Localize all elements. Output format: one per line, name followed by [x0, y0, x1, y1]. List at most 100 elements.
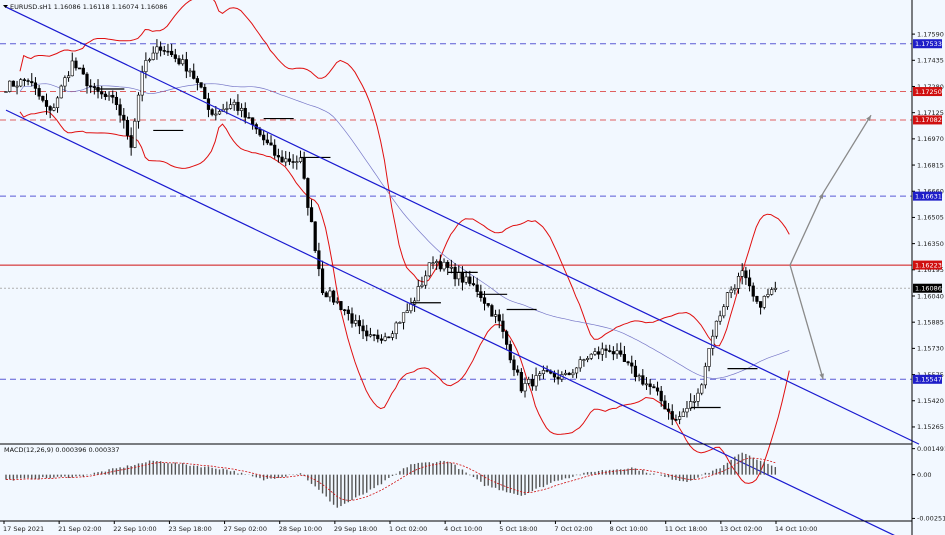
candle-body	[659, 390, 663, 402]
time-tick-label: 21 Sep 02:00	[58, 525, 101, 533]
price-title: EURUSD.sH1 1.16086 1.16118 1.16074 1.160…	[10, 3, 168, 11]
candle-body	[534, 375, 538, 387]
price-tick-label: 1.16970	[917, 135, 944, 143]
candle-body	[195, 78, 200, 83]
candle-body	[545, 370, 549, 372]
price-tick-label: 1.16660	[917, 188, 944, 196]
candle-body	[217, 111, 222, 115]
candle-body	[464, 276, 468, 283]
level-tag	[913, 260, 942, 270]
candle-body	[674, 419, 678, 421]
level-tag-label: 1.17082	[915, 116, 942, 124]
price-tick-label: 1.15885	[917, 318, 944, 326]
candle-body	[332, 290, 336, 303]
candle-body	[420, 284, 424, 287]
candle-body	[383, 336, 387, 341]
candle-body	[184, 59, 188, 72]
candle-body	[335, 301, 339, 303]
candle-body	[151, 52, 155, 60]
candle-body	[703, 366, 707, 386]
candle-body	[722, 306, 726, 317]
candle-body	[711, 335, 715, 349]
candle-body	[700, 384, 704, 394]
candle-body	[133, 120, 137, 148]
level-tag-label: 1.17533	[915, 40, 942, 48]
candle-body	[431, 262, 435, 264]
candle-body	[626, 361, 630, 364]
candle-body	[435, 261, 439, 263]
candle-body	[11, 80, 15, 87]
candle-body	[666, 408, 671, 412]
candle-body	[140, 71, 144, 96]
candle-body	[736, 276, 741, 289]
candle-body	[497, 314, 501, 322]
level-tag-label: 1.17250	[915, 88, 942, 96]
candle-body	[453, 266, 457, 280]
candle-body	[707, 348, 711, 367]
candle-body	[78, 67, 82, 70]
candle-body	[574, 367, 579, 374]
candle-body	[33, 82, 38, 89]
candle-body	[416, 286, 420, 302]
candle-body	[225, 108, 229, 110]
candle-body	[678, 416, 682, 420]
candle-body	[729, 289, 733, 293]
candle-body	[155, 46, 159, 54]
time-tick-label: 4 Oct 10:00	[444, 525, 482, 533]
candle-body	[365, 330, 369, 337]
candle-body	[585, 358, 590, 360]
candle-body	[582, 359, 586, 361]
candle-body	[328, 290, 332, 298]
candle-body	[273, 144, 277, 156]
candle-body	[516, 369, 520, 373]
title-dropdown-icon[interactable]	[3, 5, 8, 8]
candle-body	[486, 303, 490, 306]
candle-body	[159, 46, 163, 51]
candle-body	[608, 350, 612, 352]
candle-body	[122, 114, 126, 121]
candle-body	[493, 314, 498, 317]
candle-body	[48, 106, 52, 111]
level-tag	[913, 191, 942, 201]
candle-body	[258, 128, 262, 136]
candle-body	[30, 81, 34, 84]
candle-body	[269, 142, 273, 146]
candle-body	[758, 301, 763, 308]
candle-body	[111, 94, 115, 98]
level-tag-label: 1.15547	[915, 376, 942, 384]
candle-body	[85, 73, 89, 87]
candle-body	[236, 101, 240, 111]
candle-body	[424, 275, 428, 286]
candle-body	[320, 268, 325, 294]
candle-body	[309, 207, 314, 223]
channel-upper	[5, 6, 920, 445]
candle-body	[773, 287, 777, 290]
candle-body	[188, 70, 192, 73]
level-tag-label: 1.16086	[915, 285, 942, 293]
bollinger-upper	[19, 0, 790, 347]
candle-body	[519, 371, 523, 392]
candle-body	[766, 294, 770, 297]
candle-body	[637, 375, 641, 378]
level-tag-label: 1.16223	[915, 261, 942, 269]
candle-body	[394, 322, 398, 335]
candle-body	[641, 375, 645, 385]
candle-body	[563, 372, 568, 375]
candle-body	[611, 351, 615, 355]
level-tag-label: 1.16631	[915, 192, 942, 200]
price-panel	[0, 0, 920, 535]
candle-body	[376, 334, 380, 340]
projection-arrowhead	[866, 115, 872, 122]
candle-body	[619, 350, 623, 355]
candle-body	[501, 320, 505, 332]
candle-body	[81, 67, 85, 75]
candle-body	[427, 262, 431, 277]
time-tick-label: 8 Oct 10:00	[610, 525, 648, 533]
candle-body	[22, 79, 27, 81]
macd-tick-label: 0.001491	[917, 445, 945, 453]
candle-body	[306, 178, 310, 208]
candle-body	[685, 407, 689, 413]
time-tick-label: 7 Oct 02:00	[554, 525, 592, 533]
candle-body	[192, 70, 196, 79]
